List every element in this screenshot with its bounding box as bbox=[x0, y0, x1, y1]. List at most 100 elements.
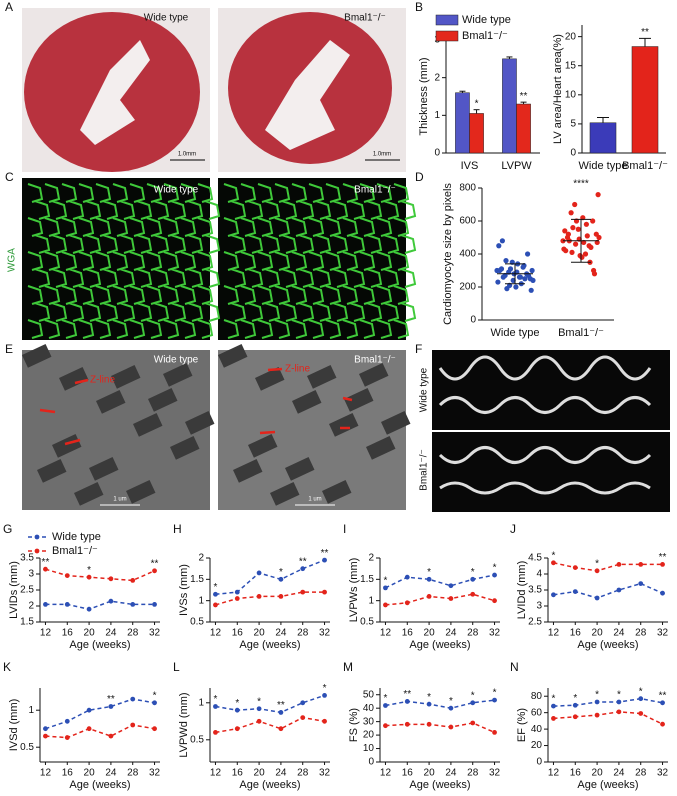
point bbox=[322, 693, 327, 698]
series-line bbox=[553, 582, 663, 599]
y-axis-label: LVPWd (mm) bbox=[178, 692, 190, 757]
panel-letter: G bbox=[3, 522, 12, 536]
series-line bbox=[385, 574, 495, 589]
x-tick-label: 24 bbox=[105, 628, 117, 639]
point bbox=[572, 702, 578, 708]
myofibril bbox=[247, 434, 278, 458]
series-line bbox=[215, 559, 325, 596]
image-label: Bmal1⁻/⁻ bbox=[354, 185, 396, 196]
point bbox=[322, 589, 327, 595]
point bbox=[660, 562, 665, 567]
point bbox=[43, 566, 48, 572]
dot bbox=[513, 284, 519, 290]
y-tick-label: 2 bbox=[198, 553, 204, 564]
x-tick-label: 12 bbox=[380, 768, 392, 779]
myofibril bbox=[285, 457, 315, 481]
myofibril bbox=[358, 363, 389, 387]
significance: * bbox=[384, 576, 388, 587]
y-tick-label: 1 bbox=[434, 110, 440, 121]
dot bbox=[583, 221, 590, 227]
dot bbox=[507, 266, 514, 272]
point bbox=[551, 560, 556, 566]
point bbox=[492, 572, 497, 578]
x-axis-label: Age (weeks) bbox=[409, 639, 470, 651]
echo-image bbox=[432, 350, 670, 430]
arrow bbox=[39, 367, 353, 446]
dot bbox=[528, 287, 534, 293]
y-axis-label: Cardiomyocyte size by pixels bbox=[442, 183, 454, 325]
significance: * bbox=[279, 567, 283, 578]
y-axis-label: FS (%) bbox=[348, 708, 360, 742]
point bbox=[152, 568, 157, 574]
x-tick-label: 16 bbox=[62, 628, 74, 639]
x-tick-label: 12 bbox=[548, 628, 560, 639]
myofibril bbox=[185, 411, 215, 435]
x-tick-label: 16 bbox=[570, 768, 582, 779]
x-tick-label: 16 bbox=[402, 628, 414, 639]
point bbox=[256, 706, 262, 712]
point bbox=[572, 565, 578, 570]
y-tick-label: 2 bbox=[368, 553, 374, 564]
point bbox=[213, 704, 218, 709]
x-axis-label: Age (weeks) bbox=[239, 639, 300, 651]
x-tick-label: 32 bbox=[319, 628, 331, 639]
membrane bbox=[223, 183, 417, 339]
point bbox=[616, 699, 622, 705]
dot bbox=[504, 286, 510, 292]
echo-trace bbox=[438, 355, 652, 495]
scale-label: 1 um bbox=[113, 497, 126, 503]
significance: * bbox=[493, 563, 497, 574]
x-axis-label: Age (weeks) bbox=[69, 779, 130, 791]
dot bbox=[500, 274, 506, 280]
point bbox=[594, 595, 600, 601]
y-tick-label: 10 bbox=[363, 743, 375, 754]
point bbox=[322, 557, 327, 563]
point bbox=[278, 576, 284, 582]
x-tick-label: 28 bbox=[297, 768, 309, 779]
x-tick-label: 20 bbox=[254, 628, 266, 639]
x-axis-label: Age (weeks) bbox=[409, 779, 470, 791]
y-axis-label: LVPWs (mm) bbox=[348, 558, 360, 623]
point bbox=[572, 589, 578, 594]
significance: * bbox=[323, 683, 327, 694]
dot bbox=[591, 271, 598, 277]
image-label: Wide type bbox=[154, 185, 199, 196]
significance: * bbox=[595, 690, 599, 701]
point bbox=[152, 726, 157, 732]
x-tick-label: 28 bbox=[635, 768, 647, 779]
significance: ** bbox=[42, 557, 50, 568]
point bbox=[256, 718, 262, 724]
point bbox=[213, 602, 218, 608]
point bbox=[108, 704, 114, 709]
point bbox=[64, 573, 70, 578]
dot bbox=[573, 241, 579, 247]
image-label: Bmal1⁻/⁻ bbox=[344, 13, 386, 24]
bar bbox=[589, 122, 617, 154]
significance: * bbox=[427, 567, 431, 578]
y-tick-label: 400 bbox=[459, 249, 476, 260]
x-tick-label: 16 bbox=[62, 768, 74, 779]
x-tick-label: 24 bbox=[105, 768, 117, 779]
scale-label: 1.0mm bbox=[178, 152, 196, 158]
point bbox=[448, 724, 454, 730]
x-tick-label: 32 bbox=[149, 768, 161, 779]
myofibril bbox=[162, 363, 193, 387]
point bbox=[234, 589, 240, 595]
panel-letter: I bbox=[343, 522, 346, 536]
dot bbox=[562, 228, 568, 234]
x-axis-label: Age (weeks) bbox=[69, 639, 130, 651]
point bbox=[638, 581, 644, 586]
x-tick-label: 28 bbox=[297, 628, 309, 639]
panel-letter: H bbox=[173, 522, 182, 536]
myofibril bbox=[126, 480, 156, 504]
y-tick-label: 3 bbox=[28, 569, 34, 580]
panel-letter: F bbox=[415, 342, 422, 356]
y-tick-label: 15 bbox=[565, 60, 577, 71]
dot bbox=[503, 258, 509, 264]
y-axis-label: IVSd (mm) bbox=[8, 699, 20, 752]
point bbox=[234, 726, 240, 732]
y-tick-label: 0 bbox=[470, 315, 476, 326]
significance: ** bbox=[277, 700, 285, 711]
myofibril bbox=[73, 482, 104, 506]
series-line bbox=[385, 699, 495, 709]
